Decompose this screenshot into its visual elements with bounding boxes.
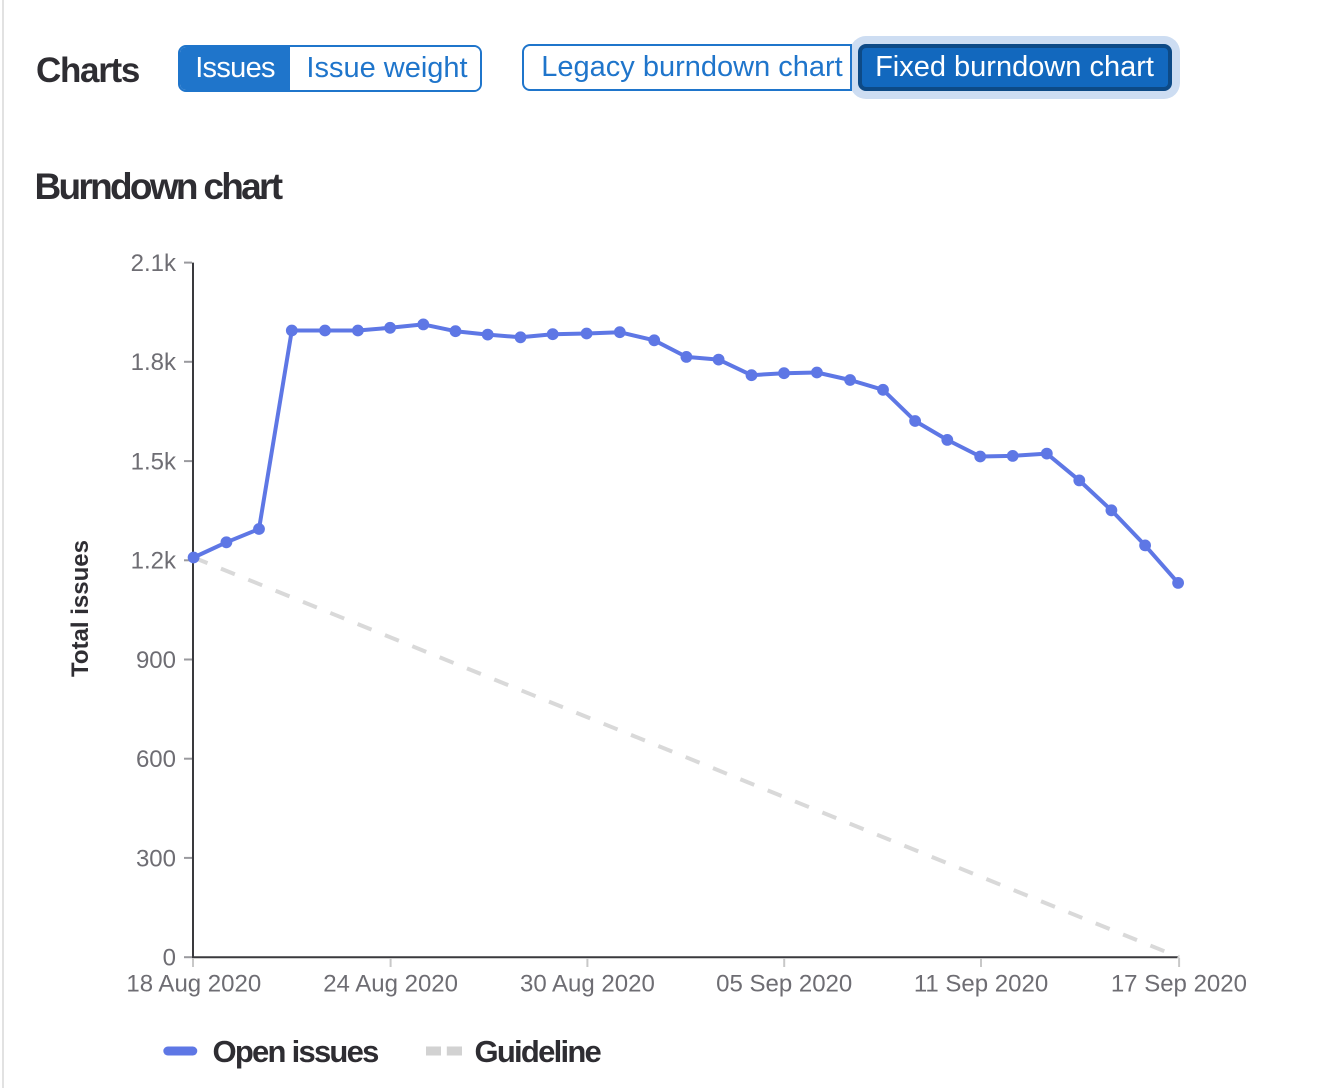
svg-text:17 Sep 2020: 17 Sep 2020 xyxy=(1111,970,1247,997)
svg-text:24 Aug 2020: 24 Aug 2020 xyxy=(323,970,458,997)
svg-text:30 Aug 2020: 30 Aug 2020 xyxy=(520,970,655,997)
svg-text:1.2k: 1.2k xyxy=(131,548,177,575)
svg-text:11 Sep 2020: 11 Sep 2020 xyxy=(914,970,1048,997)
svg-text:1.8k: 1.8k xyxy=(131,349,177,376)
svg-text:05 Sep 2020: 05 Sep 2020 xyxy=(716,970,852,997)
svg-text:0: 0 xyxy=(163,945,176,972)
svg-text:Total issues: Total issues xyxy=(67,540,94,677)
svg-text:Guideline: Guideline xyxy=(475,1034,602,1069)
svg-text:Open issues: Open issues xyxy=(213,1034,379,1069)
svg-text:18 Aug 2020: 18 Aug 2020 xyxy=(126,970,261,997)
svg-text:300: 300 xyxy=(136,845,176,872)
svg-text:2.1k: 2.1k xyxy=(131,250,177,277)
svg-text:600: 600 xyxy=(136,746,176,773)
svg-text:900: 900 xyxy=(136,647,176,674)
svg-text:1.5k: 1.5k xyxy=(131,449,177,476)
